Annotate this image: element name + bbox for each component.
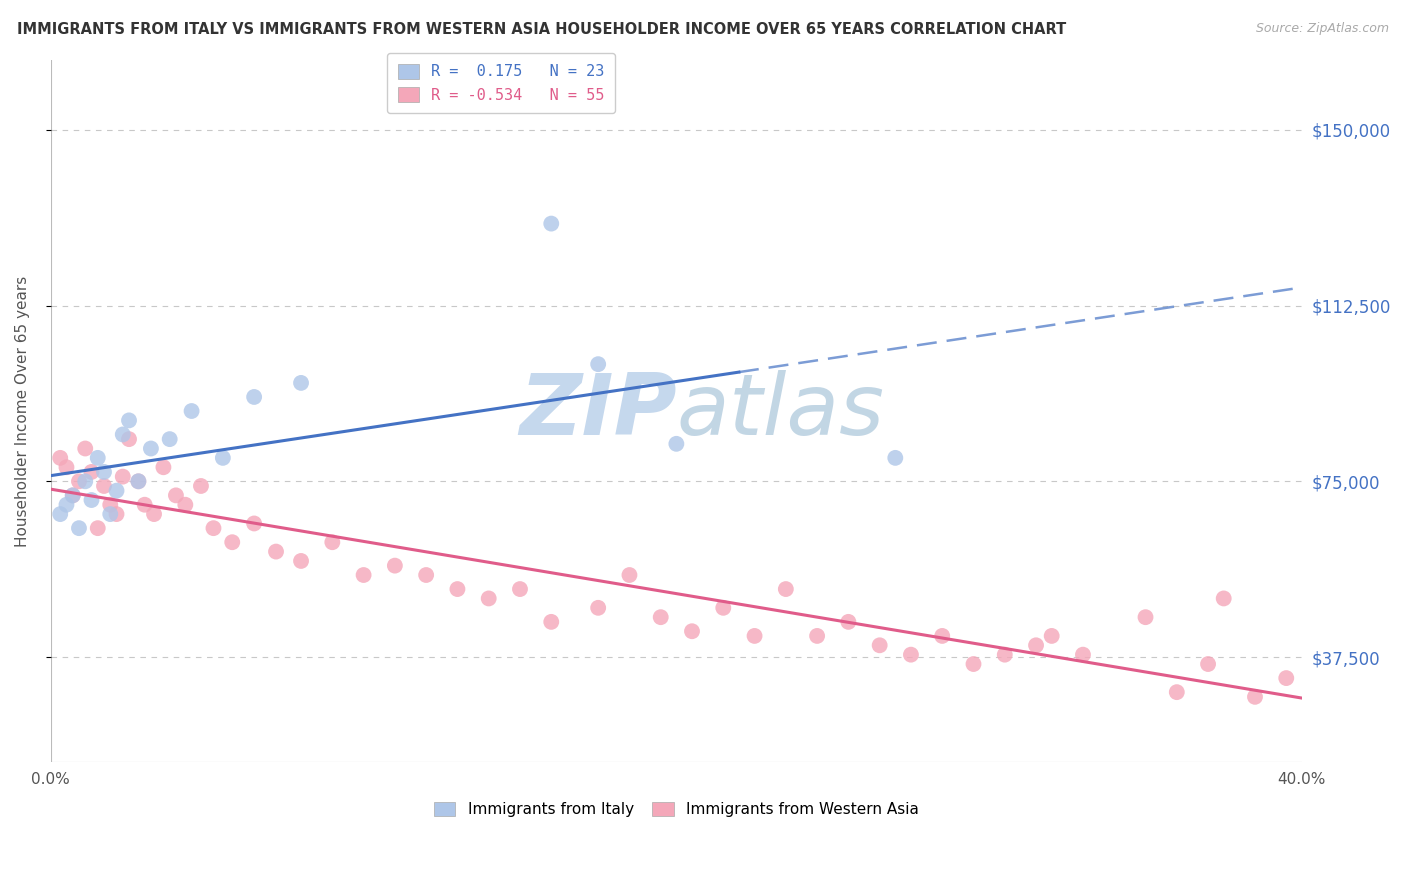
Point: [586, 357, 609, 371]
Point: [127, 475, 149, 489]
Point: [619, 568, 641, 582]
Point: [1071, 648, 1094, 662]
Point: [994, 648, 1017, 662]
Point: [744, 629, 766, 643]
Point: [665, 437, 688, 451]
Point: [67, 521, 90, 535]
Point: [105, 507, 128, 521]
Point: [127, 475, 149, 489]
Text: ZIP: ZIP: [519, 369, 676, 452]
Point: [87, 521, 110, 535]
Text: IMMIGRANTS FROM ITALY VS IMMIGRANTS FROM WESTERN ASIA HOUSEHOLDER INCOME OVER 65: IMMIGRANTS FROM ITALY VS IMMIGRANTS FROM…: [17, 22, 1066, 37]
Point: [152, 460, 174, 475]
Point: [159, 432, 181, 446]
Point: [650, 610, 672, 624]
Point: [1244, 690, 1267, 704]
Point: [1025, 638, 1047, 652]
Point: [775, 582, 797, 596]
Point: [353, 568, 375, 582]
Point: [111, 469, 134, 483]
Point: [62, 488, 84, 502]
Text: Source: ZipAtlas.com: Source: ZipAtlas.com: [1256, 22, 1389, 36]
Point: [869, 638, 891, 652]
Point: [806, 629, 828, 643]
Point: [174, 498, 197, 512]
Point: [900, 648, 922, 662]
Point: [290, 554, 312, 568]
Point: [884, 450, 907, 465]
Point: [290, 376, 312, 390]
Point: [80, 493, 103, 508]
Point: [446, 582, 468, 596]
Point: [87, 450, 110, 465]
Point: [49, 507, 72, 521]
Y-axis label: Householder Income Over 65 years: Householder Income Over 65 years: [15, 276, 30, 547]
Point: [98, 498, 121, 512]
Point: [415, 568, 437, 582]
Point: [540, 615, 562, 629]
Point: [1197, 657, 1219, 671]
Point: [165, 488, 187, 502]
Point: [321, 535, 343, 549]
Point: [134, 498, 156, 512]
Point: [1166, 685, 1188, 699]
Point: [837, 615, 859, 629]
Point: [509, 582, 531, 596]
Point: [384, 558, 406, 573]
Point: [931, 629, 953, 643]
Point: [139, 442, 162, 456]
Point: [586, 600, 609, 615]
Point: [243, 516, 266, 531]
Point: [80, 465, 103, 479]
Text: atlas: atlas: [676, 369, 884, 452]
Point: [75, 475, 97, 489]
Point: [1212, 591, 1234, 606]
Point: [118, 432, 141, 446]
Point: [93, 479, 115, 493]
Point: [711, 600, 734, 615]
Point: [221, 535, 243, 549]
Point: [264, 544, 287, 558]
Point: [478, 591, 501, 606]
Point: [180, 404, 202, 418]
Point: [98, 507, 121, 521]
Point: [1040, 629, 1063, 643]
Point: [55, 498, 77, 512]
Point: [212, 450, 235, 465]
Point: [55, 460, 77, 475]
Point: [75, 442, 97, 456]
Point: [118, 413, 141, 427]
Point: [1275, 671, 1298, 685]
Point: [962, 657, 984, 671]
Point: [67, 475, 90, 489]
Point: [62, 488, 84, 502]
Point: [190, 479, 212, 493]
Point: [49, 450, 72, 465]
Point: [111, 427, 134, 442]
Legend: Immigrants from Italy, Immigrants from Western Asia: Immigrants from Italy, Immigrants from W…: [426, 795, 927, 825]
Point: [540, 217, 562, 231]
Point: [202, 521, 225, 535]
Point: [93, 465, 115, 479]
Point: [105, 483, 128, 498]
Point: [243, 390, 266, 404]
Point: [143, 507, 166, 521]
Point: [1135, 610, 1157, 624]
Point: [681, 624, 703, 639]
